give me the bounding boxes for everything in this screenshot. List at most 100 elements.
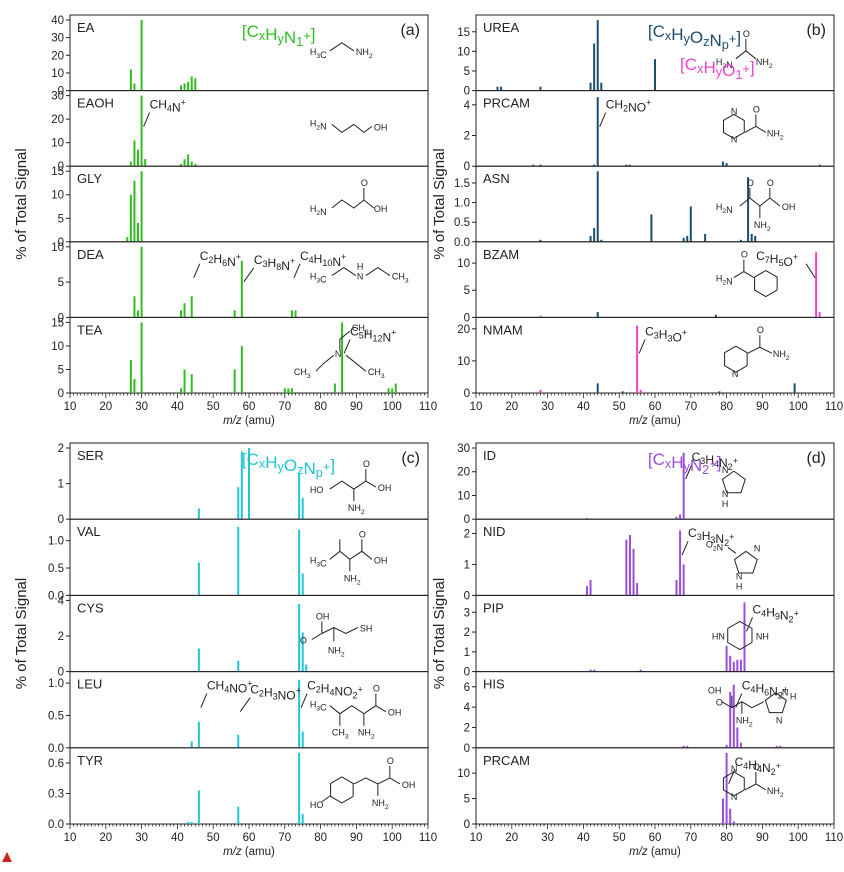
mol-atom-label: N [722,465,729,475]
mol-atom-label: N [782,688,789,698]
ion-annotation: CH4N+ [143,98,186,127]
mol-bond [329,705,377,715]
mol-atom-label: O [361,178,368,188]
ion-label: C2H3NO+ [250,683,301,703]
mol-bond [722,771,745,797]
mol-bond [721,470,746,494]
compound-name: GLY [77,171,102,186]
mol-atom-label: O [359,529,366,539]
compound-name: TEA [77,322,103,337]
mol-atom-label: O [757,325,764,335]
mol-atom-label: NH2 [767,786,784,799]
panel-tag: (a) [400,22,420,39]
y-tick-label: 3 [464,607,470,619]
mol-bond [329,480,367,490]
y-tick-label: 0.0 [48,819,64,831]
compound-name: ASN [483,171,510,186]
y-tick-label: 2 [58,631,64,643]
x-tick-label: 90 [756,401,769,413]
x-tick-label: 70 [278,832,291,844]
x-tick-label: 30 [541,832,554,844]
y-tick-label: 0.3 [48,788,64,800]
mol-atom-label: N [731,792,738,802]
subplot-frame [475,241,835,318]
y-tick-label: 4 [464,702,471,714]
ion-label: C3H3N2+ [688,526,734,548]
annotation-arrow [243,267,255,283]
ion-label: C5H12N+ [350,324,396,344]
x-tick-label: 40 [577,401,590,413]
subplot-frame [69,241,429,318]
mol-atom-label: NH2 [773,349,790,362]
mol-bond [329,550,373,560]
y-axis-label: % of Total Signal [13,578,30,689]
mol-bond [330,776,354,804]
x-tick-label: 20 [99,401,112,413]
compound-name: BZAM [483,247,519,262]
y-tick-label: 2 [464,131,470,143]
mol-bond [389,777,401,785]
compound-name: CYS [77,600,104,615]
mol-atom-label: N [722,489,729,499]
subplot-nmam: 0 10 20 NMAM O NH2 N C3H3O+ [457,316,835,400]
mol-atom-label: N [754,543,761,553]
pyrazinecarboxamide-structure: N N O NH2 [722,104,784,144]
y-axis-label: % of Total Signal [13,148,30,259]
y-tick-label: 1 [464,647,470,659]
y-tick-label: 0 [464,86,470,98]
ion-annotation: C3H8N+ [243,253,295,283]
annotation-arrow [599,112,607,127]
leucine-structure: O OH CH3 NH2 H3C [310,684,402,741]
y-tick-label: 1 [464,559,470,571]
x-tick-label: 20 [505,401,518,413]
ion-label: CH4N+ [150,98,186,115]
x-tick-label: 80 [720,832,733,844]
ion-label: C3H4N2+ [692,450,738,472]
annotation-arrow [239,697,251,712]
y-axis-label: % of Total Signal [431,578,448,689]
ion-annotation: C7H5O+ [756,249,816,279]
x-tick-label: 40 [171,832,184,844]
ion-annotation: C2H3NO+ [239,683,301,712]
ion-annotation: C3H3N2+ [681,526,734,556]
mol-atom-label: N [736,571,743,581]
subplot-prcam: 0 5 10 PRCAM N N O NH2 C4H4N2+ [457,747,835,831]
y-tick-label: 30 [457,443,470,455]
mol-bond [759,346,773,354]
mol-atom-label: N [335,349,342,359]
mol-atom-label: HO [310,485,324,495]
y-tick-label: 0 [464,388,470,400]
y-tick-label: 0.0 [48,743,64,755]
compound-name: TYR [77,753,103,768]
ion-annotation: CH2NO+ [599,98,652,127]
compound-name: EAOH [77,96,114,111]
y-tick-label: 20 [457,467,470,479]
ion-label: C4H4N2+ [735,755,781,777]
x-tick-label: 90 [756,832,769,844]
subplot-bzam: 0 5 10 BZAM O H2N C7H5O+ [457,241,835,324]
mol-bond [321,795,331,803]
ion-label: CH2NO+ [606,98,652,115]
subplot-val: 0.0 0.5 1.0 VAL H3C O OH NH2 [48,518,429,602]
mol-atom-label: O [741,250,748,260]
mol-atom-label: OH [374,555,388,565]
y-tick-label: 0 [58,514,64,526]
mol-atom-label: O [767,178,774,188]
ion-annotation: C2H6N+ [193,249,241,278]
serine-structure: O HO OH NH2 [310,459,392,516]
y-tick-label: 0.0 [48,590,64,602]
y-tick-label: 10 [51,190,64,202]
x-tick-label: 50 [207,401,220,413]
x-tick-label: 30 [135,401,148,413]
mol-atom-label: H3C [310,555,327,568]
ion-annotation: C4H10N+ [293,249,346,278]
ion-label: C2H4NO2+ [307,679,363,701]
panel-b: 0 5 10 15 UREA O H2N NH2 0 2 4 PRCAM N N O NH2 CH2NO+ 0.0… [454,14,843,427]
valine-structure: H3C O OH NH2 [310,529,388,586]
annotation-arrow [746,617,753,632]
mol-atom-label: O [716,698,723,708]
y-tick-label: 10 [457,768,470,780]
mol-atom-label: N [731,134,738,144]
mol-atom-label: N [732,369,739,379]
